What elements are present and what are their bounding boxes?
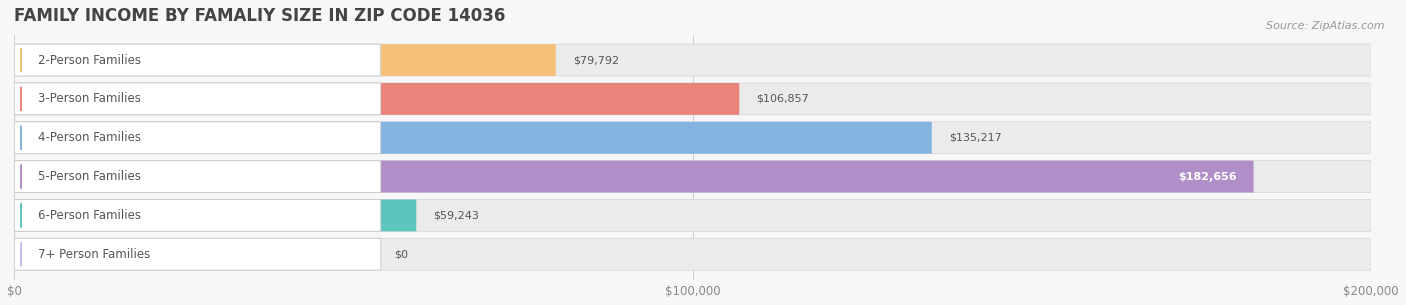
- Text: $59,243: $59,243: [433, 210, 479, 221]
- Text: $135,217: $135,217: [949, 133, 1001, 143]
- Text: $0: $0: [394, 249, 408, 259]
- FancyBboxPatch shape: [14, 161, 1371, 192]
- FancyBboxPatch shape: [14, 83, 381, 115]
- Text: 3-Person Families: 3-Person Families: [38, 92, 141, 106]
- FancyBboxPatch shape: [14, 238, 381, 270]
- Text: $79,792: $79,792: [572, 55, 619, 65]
- Text: 5-Person Families: 5-Person Families: [38, 170, 141, 183]
- FancyBboxPatch shape: [14, 199, 1371, 231]
- Text: 4-Person Families: 4-Person Families: [38, 131, 141, 144]
- Text: $106,857: $106,857: [756, 94, 808, 104]
- FancyBboxPatch shape: [14, 83, 740, 115]
- FancyBboxPatch shape: [14, 122, 1371, 154]
- FancyBboxPatch shape: [14, 122, 932, 154]
- Text: 7+ Person Families: 7+ Person Families: [38, 248, 150, 261]
- Text: 6-Person Families: 6-Person Families: [38, 209, 141, 222]
- FancyBboxPatch shape: [14, 44, 555, 76]
- Text: 2-Person Families: 2-Person Families: [38, 54, 141, 66]
- FancyBboxPatch shape: [14, 199, 381, 231]
- FancyBboxPatch shape: [14, 161, 381, 192]
- FancyBboxPatch shape: [14, 44, 381, 76]
- Text: $182,656: $182,656: [1178, 172, 1237, 181]
- FancyBboxPatch shape: [14, 199, 416, 231]
- FancyBboxPatch shape: [14, 44, 1371, 76]
- FancyBboxPatch shape: [14, 238, 1371, 270]
- FancyBboxPatch shape: [14, 122, 381, 154]
- FancyBboxPatch shape: [14, 161, 1254, 192]
- Text: FAMILY INCOME BY FAMALIY SIZE IN ZIP CODE 14036: FAMILY INCOME BY FAMALIY SIZE IN ZIP COD…: [14, 7, 506, 25]
- Text: Source: ZipAtlas.com: Source: ZipAtlas.com: [1267, 21, 1385, 31]
- FancyBboxPatch shape: [14, 83, 1371, 115]
